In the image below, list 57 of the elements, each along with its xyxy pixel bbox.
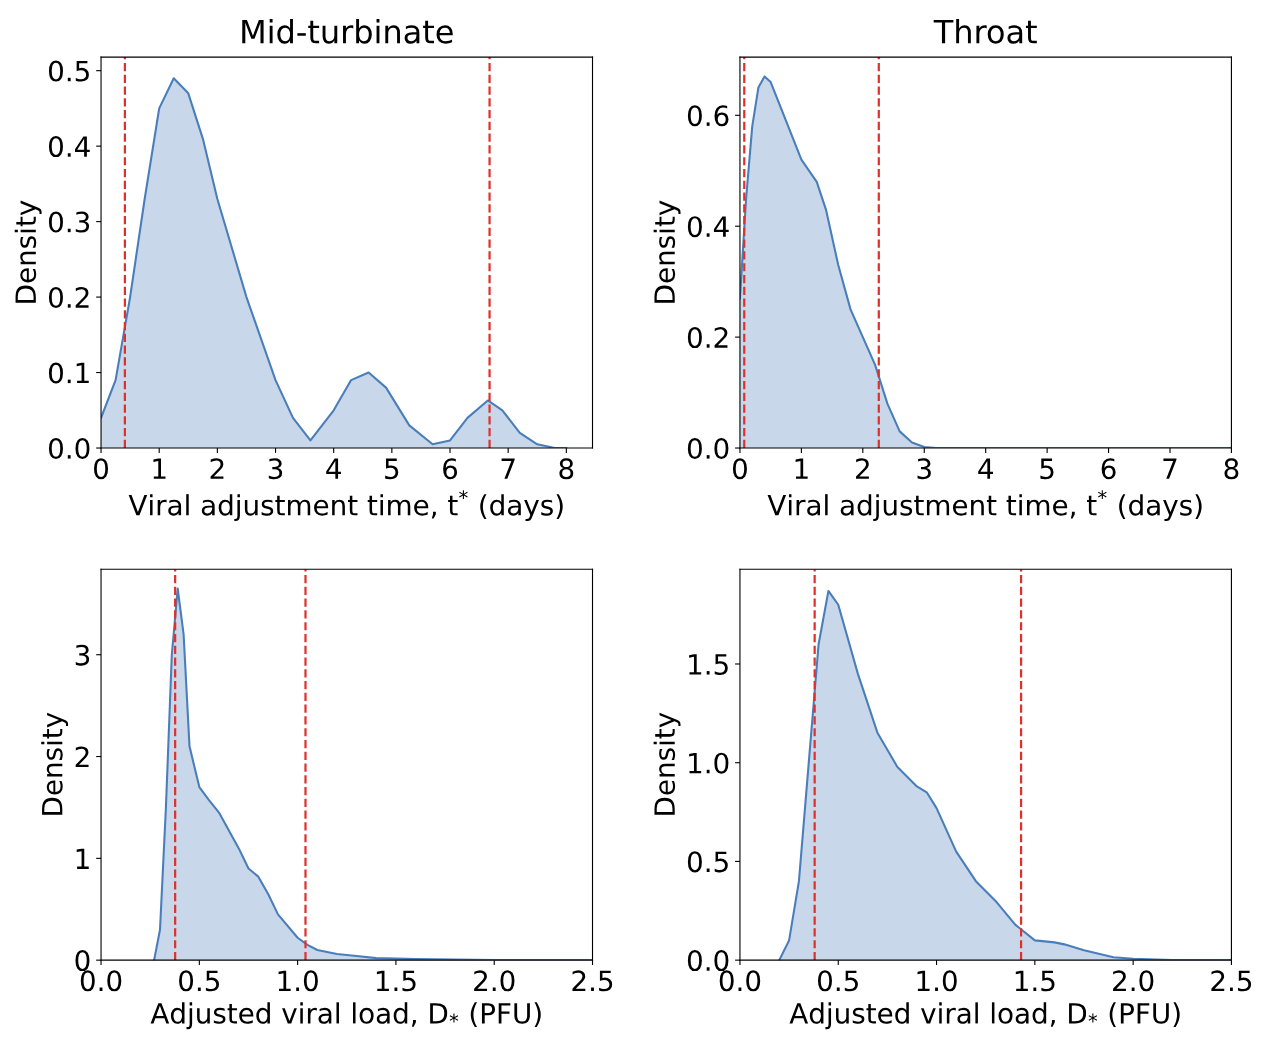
x-tick-label: 0: [94, 458, 109, 480]
x-tick-label: 4: [326, 458, 341, 479]
y-axis-title: Density: [14, 200, 42, 303]
y-tick-label: 1.0: [689, 752, 729, 774]
x-tick-label: 2.0: [1113, 970, 1154, 992]
x-tick-label: 1: [153, 458, 166, 479]
y-tick-label: 0.4: [687, 216, 729, 238]
x-axis-title: Adjusted viral load, D$_{*}$ (PFU): [789, 1002, 1180, 1030]
y-tick-label: 1.5: [689, 654, 728, 675]
y-tick-label: 0.5: [48, 60, 89, 82]
y-tick-label: 0.0: [687, 950, 729, 972]
x-tick-label: 1: [795, 458, 808, 479]
x-tick-label: 1.0: [278, 970, 318, 992]
x-tick-label: 4: [978, 458, 993, 479]
x-tick-label: 8: [559, 458, 574, 480]
x-tick-label: 1.5: [1015, 970, 1055, 992]
x-tick-label: 1.0: [917, 970, 957, 992]
x-tick-label: 0.5: [179, 970, 219, 992]
y-axis-title: Density: [653, 712, 681, 815]
x-tick-label: 2.5: [572, 970, 613, 992]
x-axis-title: Viral adjustment time, t$^{*}$ (days): [128, 490, 563, 522]
x-axis-title: Adjusted viral load, D$_{*}$ (PFU): [150, 1002, 541, 1030]
y-tick-label: 1: [76, 848, 89, 869]
x-axis-title: Viral adjustment time, t$^{*}$ (days): [767, 490, 1202, 522]
x-tick-label: 0.0: [719, 970, 761, 992]
x-tick-label: 2: [856, 458, 869, 479]
y-tick-label: 0.6: [687, 105, 729, 127]
y-tick-label: 0.1: [48, 362, 89, 384]
y-axis-title: Density: [41, 712, 69, 815]
x-tick-label: 7: [1163, 458, 1177, 479]
y-tick-label: 2: [75, 746, 89, 768]
x-tick-label: 3: [268, 458, 283, 480]
y-axis-title: Density: [653, 200, 681, 303]
y-tick-label: 0.2: [48, 287, 89, 309]
x-tick-label: 2: [210, 458, 224, 479]
chart-title: Mid-turbinate: [242, 18, 453, 44]
chart-title: Throat: [933, 18, 1037, 44]
y-tick-label: 3: [75, 644, 90, 666]
x-tick-label: 2.0: [474, 970, 515, 992]
x-tick-label: 1.5: [376, 970, 416, 992]
x-tick-label: 3: [917, 458, 931, 480]
x-tick-label: 0: [732, 458, 747, 480]
x-tick-label: 5: [385, 458, 399, 480]
x-tick-label: 7: [501, 458, 515, 479]
x-tick-label: 6: [1101, 458, 1116, 480]
y-tick-label: 0.0: [48, 437, 90, 459]
y-tick-label: 0.5: [687, 851, 728, 873]
y-tick-label: 0.0: [687, 437, 729, 459]
y-tick-label: 0: [75, 950, 90, 972]
y-tick-label: 0.3: [48, 211, 90, 233]
x-tick-label: 8: [1224, 458, 1239, 480]
y-tick-label: 0.4: [48, 136, 90, 158]
y-tick-label: 0.2: [687, 327, 728, 349]
x-tick-label: 0.5: [817, 970, 858, 992]
x-tick-label: 5: [1040, 458, 1054, 480]
x-tick-label: 6: [443, 458, 458, 480]
x-tick-label: 2.5: [1211, 970, 1252, 992]
